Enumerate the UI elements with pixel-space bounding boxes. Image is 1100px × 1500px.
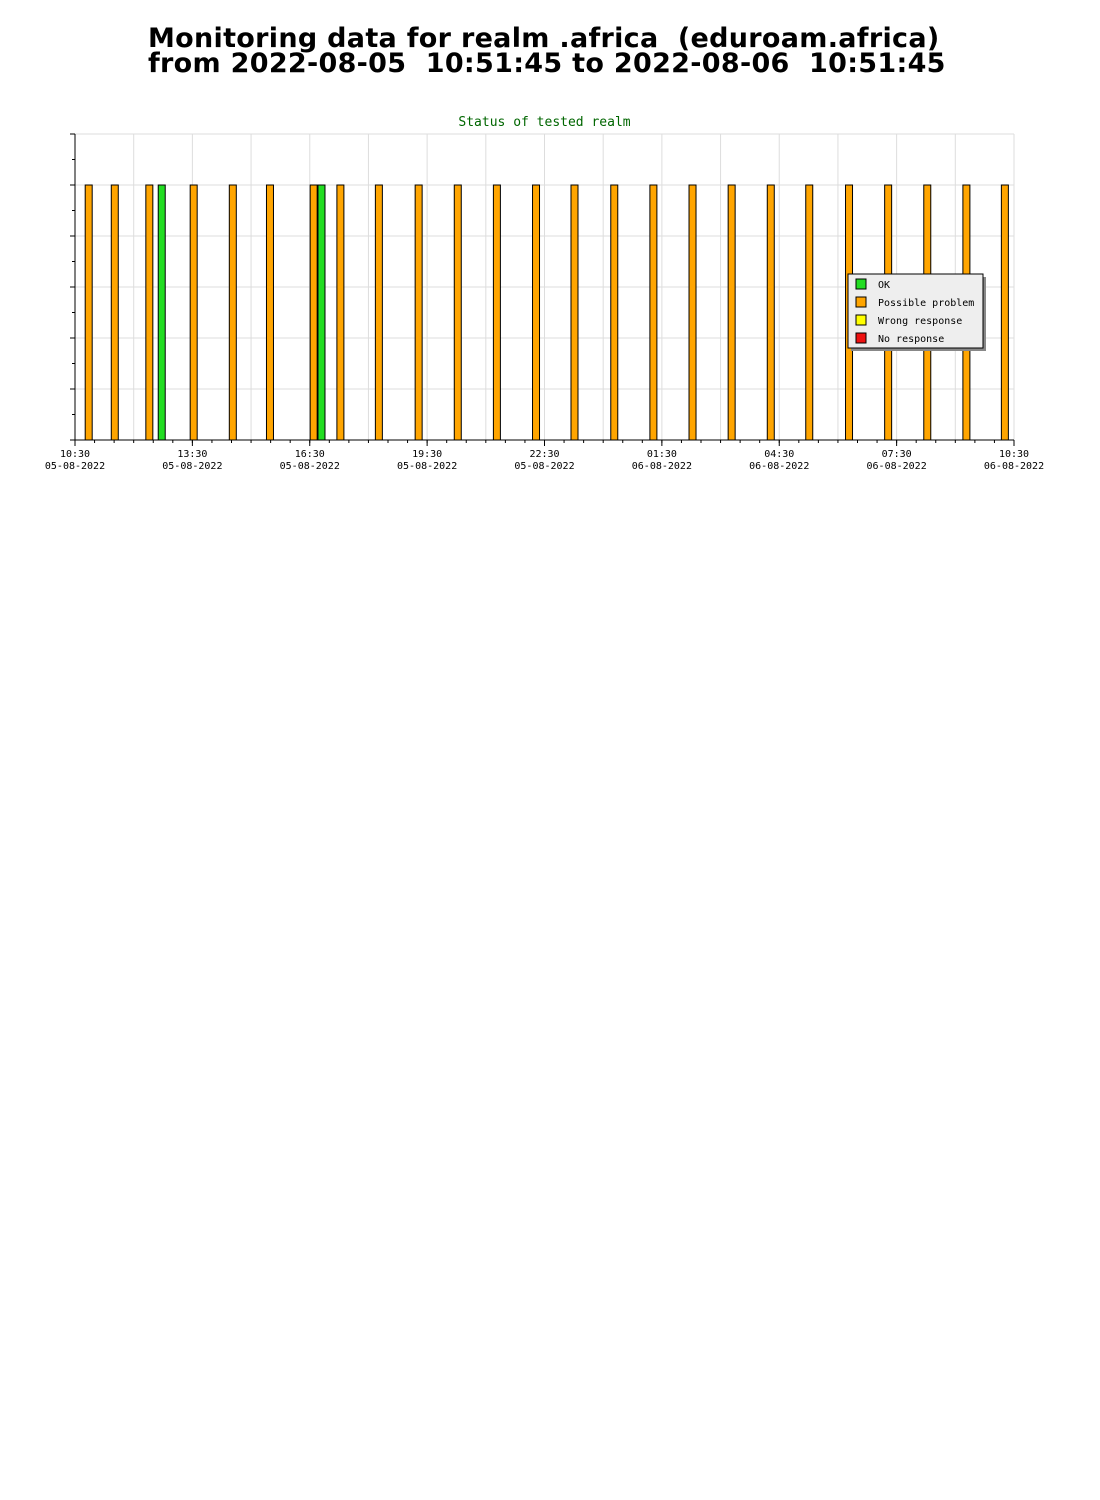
- bar-possible-problem: [414, 184, 423, 441]
- page-title-line-2: from 2022-08-05 10:51:45 to 2022-08-06 1…: [148, 48, 946, 79]
- legend-swatch: [855, 278, 867, 290]
- legend-swatch: [855, 296, 867, 308]
- legend-label: OK: [878, 280, 890, 291]
- legend-box: [847, 273, 984, 349]
- x-tick-label-time: 19:30: [412, 449, 442, 460]
- x-tick-label-time: 10:30: [60, 449, 90, 460]
- x-tick-label-time: 10:30: [999, 449, 1029, 460]
- bar-possible-problem: [649, 184, 658, 441]
- x-tick-label-time: 04:30: [764, 449, 794, 460]
- x-tick-label-date: 05-08-2022: [162, 461, 222, 472]
- bar-possible-problem: [532, 184, 541, 441]
- x-tick-label-time: 01:30: [647, 449, 677, 460]
- bar-possible-problem: [453, 184, 462, 441]
- bar-possible-problem: [110, 184, 119, 441]
- bar-possible-problem: [336, 184, 345, 441]
- chart-title: Status of tested realm: [458, 115, 630, 130]
- x-tick-label-time: 22:30: [529, 449, 559, 460]
- bar-possible-problem: [688, 184, 697, 441]
- bar-ok: [157, 184, 166, 441]
- legend-swatch: [855, 332, 867, 344]
- x-tick-label-time: 16:30: [295, 449, 325, 460]
- x-tick-label-date: 06-08-2022: [749, 461, 809, 472]
- legend-label: Possible problem: [878, 298, 974, 309]
- bar-possible-problem: [84, 184, 93, 441]
- legend-label: No response: [878, 334, 944, 345]
- bar-possible-problem: [228, 184, 237, 441]
- bar-ok: [317, 184, 326, 441]
- bar-possible-problem: [309, 184, 318, 441]
- bar-possible-problem: [145, 184, 154, 441]
- page-title-line-1: Monitoring data for realm .africa (eduro…: [148, 23, 940, 54]
- legend-swatch: [855, 314, 867, 326]
- bar-possible-problem: [374, 184, 383, 441]
- x-tick-label-date: 05-08-2022: [280, 461, 340, 472]
- x-tick-label-date: 05-08-2022: [397, 461, 457, 472]
- x-tick-label-date: 06-08-2022: [867, 461, 927, 472]
- bar-possible-problem: [492, 184, 501, 441]
- legend-label: Wrong response: [878, 316, 962, 327]
- status-chart: Status of tested realm10:3005-08-202213:…: [45, 115, 1044, 472]
- bar-possible-problem: [805, 184, 814, 441]
- bar-possible-problem: [265, 184, 274, 441]
- bar-possible-problem: [189, 184, 198, 441]
- bar-possible-problem: [766, 184, 775, 441]
- bar-possible-problem: [610, 184, 619, 441]
- x-tick-label-date: 06-08-2022: [984, 461, 1044, 472]
- page-title: Monitoring data for realm .africa (eduro…: [148, 23, 968, 79]
- bar-possible-problem: [1000, 184, 1009, 441]
- x-tick-label-date: 05-08-2022: [514, 461, 574, 472]
- bar-possible-problem: [727, 184, 736, 441]
- x-tick-label-time: 13:30: [177, 449, 207, 460]
- x-tick-label-time: 07:30: [882, 449, 912, 460]
- x-tick-label-date: 05-08-2022: [45, 461, 105, 472]
- x-tick-label-date: 06-08-2022: [632, 461, 692, 472]
- bar-possible-problem: [570, 184, 579, 441]
